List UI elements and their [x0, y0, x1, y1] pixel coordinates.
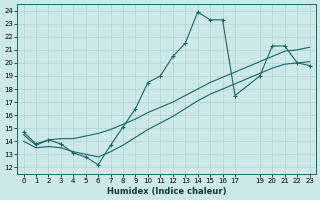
X-axis label: Humidex (Indice chaleur): Humidex (Indice chaleur)	[107, 187, 226, 196]
